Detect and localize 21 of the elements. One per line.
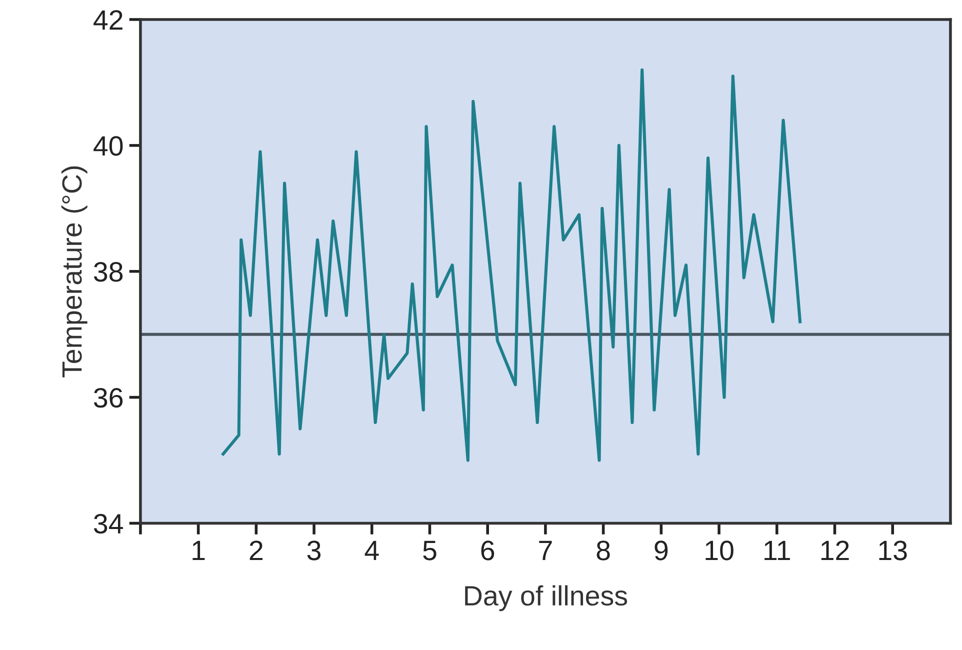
x-axis-title: Day of illness: [465, 585, 628, 612]
y-axis-title: Temperature (°C): [61, 166, 88, 378]
x-tick-label: 11: [764, 540, 790, 560]
x-tick-label: 7: [539, 540, 552, 560]
y-tick-label: 40: [94, 136, 123, 156]
x-tick-label: 6: [481, 540, 494, 560]
y-tick-label: 38: [94, 262, 123, 282]
x-tick-label: 9: [654, 540, 668, 560]
x-tick-label: 2: [250, 540, 262, 560]
x-tick-label: 13: [879, 540, 907, 560]
y-tick-label: 34: [94, 514, 123, 534]
line-series: [222, 68, 802, 462]
x-tick-label: 8: [596, 540, 610, 560]
x-tick-label: 5: [423, 540, 436, 560]
x-tick-label: 12: [821, 540, 849, 560]
y-tick-label: 36: [94, 388, 123, 408]
x-tick-label: 4: [364, 540, 379, 560]
x-tick-label: 1: [192, 540, 205, 560]
x-tick-label: 10: [706, 540, 734, 560]
y-tick-label: 42: [94, 10, 122, 30]
x-tick-label: 3: [307, 540, 321, 560]
